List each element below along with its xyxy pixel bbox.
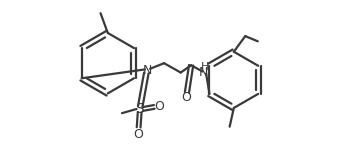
Text: H: H — [200, 62, 209, 72]
Text: O: O — [154, 100, 164, 113]
Text: O: O — [134, 128, 144, 141]
Text: O: O — [181, 91, 191, 104]
Text: N: N — [199, 66, 208, 79]
Text: S: S — [135, 102, 144, 116]
Text: N: N — [143, 64, 152, 77]
